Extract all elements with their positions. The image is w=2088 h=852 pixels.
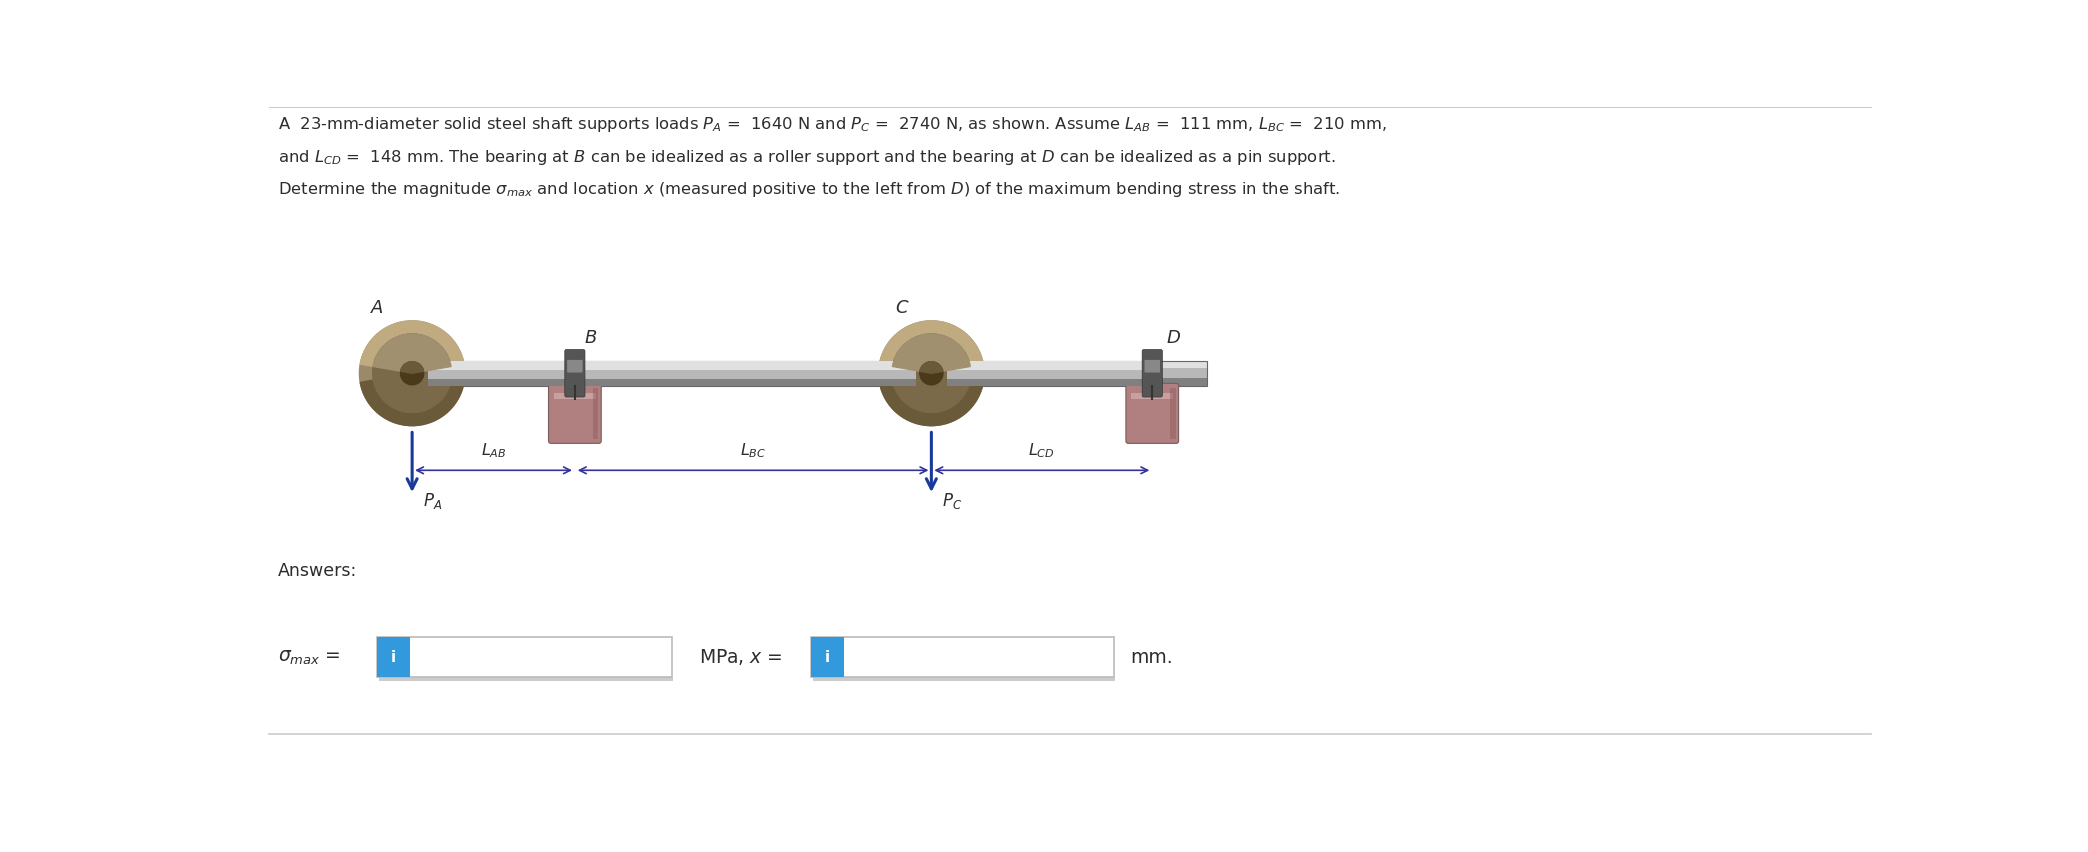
Text: A  23-mm-diameter solid steel shaft supports loads $P_A$ =  1640 N and $P_C$ =  : A 23-mm-diameter solid steel shaft suppo…: [278, 115, 1386, 135]
Wedge shape: [361, 373, 464, 426]
Text: and $L_{CD}$ =  148 mm. The bearing at $B$ can be idealized as a roller support : and $L_{CD}$ = 148 mm. The bearing at $B…: [278, 147, 1336, 167]
Bar: [1169, 388, 1176, 439]
FancyBboxPatch shape: [1144, 360, 1161, 372]
Circle shape: [401, 362, 424, 385]
Bar: [428, 379, 915, 386]
Text: MPa, $x$ =: MPa, $x$ =: [699, 648, 783, 667]
Wedge shape: [879, 373, 983, 426]
Bar: [378, 637, 409, 677]
Bar: [428, 361, 915, 386]
Wedge shape: [892, 334, 971, 373]
Wedge shape: [401, 362, 424, 373]
Bar: [401, 361, 1207, 386]
Bar: [401, 368, 1207, 378]
Bar: [812, 637, 844, 677]
Text: D: D: [1167, 329, 1180, 347]
FancyBboxPatch shape: [564, 349, 585, 397]
Bar: [812, 677, 1115, 681]
Wedge shape: [879, 321, 983, 373]
Bar: [948, 361, 1153, 386]
Text: $L_{BC}$: $L_{BC}$: [739, 441, 766, 460]
Bar: [948, 361, 1153, 370]
Circle shape: [359, 321, 466, 426]
Text: A: A: [372, 299, 384, 317]
Circle shape: [372, 334, 451, 412]
Ellipse shape: [1146, 361, 1157, 386]
Bar: [428, 361, 915, 370]
Text: C: C: [896, 299, 908, 317]
Text: $L_{CD}$: $L_{CD}$: [1029, 441, 1054, 460]
Bar: [401, 361, 1207, 368]
Bar: [378, 677, 672, 681]
Text: Answers:: Answers:: [278, 562, 357, 580]
Bar: [553, 393, 595, 400]
Text: $P_A$: $P_A$: [424, 491, 443, 511]
Circle shape: [921, 362, 944, 385]
Bar: [378, 637, 672, 677]
Text: B: B: [585, 329, 597, 347]
Text: $P_C$: $P_C$: [942, 491, 963, 511]
Text: $\sigma_{max}$ =: $\sigma_{max}$ =: [278, 648, 340, 667]
Wedge shape: [374, 334, 451, 373]
Text: i: i: [390, 650, 397, 665]
Bar: [948, 379, 1153, 386]
FancyBboxPatch shape: [1125, 383, 1178, 443]
Bar: [812, 637, 1113, 677]
Text: i: i: [825, 650, 831, 665]
FancyBboxPatch shape: [568, 360, 583, 372]
FancyBboxPatch shape: [1142, 349, 1163, 397]
Bar: [593, 388, 597, 439]
Wedge shape: [921, 362, 944, 373]
Text: $L_{AB}$: $L_{AB}$: [480, 441, 505, 460]
Text: Determine the magnitude $\sigma_{max}$ and location $x$ (measured positive to th: Determine the magnitude $\sigma_{max}$ a…: [278, 180, 1340, 199]
Text: mm.: mm.: [1130, 648, 1173, 667]
Circle shape: [879, 321, 983, 426]
Wedge shape: [361, 321, 464, 373]
Bar: [1132, 393, 1173, 400]
Bar: [401, 378, 1207, 386]
FancyBboxPatch shape: [549, 383, 601, 443]
Circle shape: [892, 334, 971, 412]
